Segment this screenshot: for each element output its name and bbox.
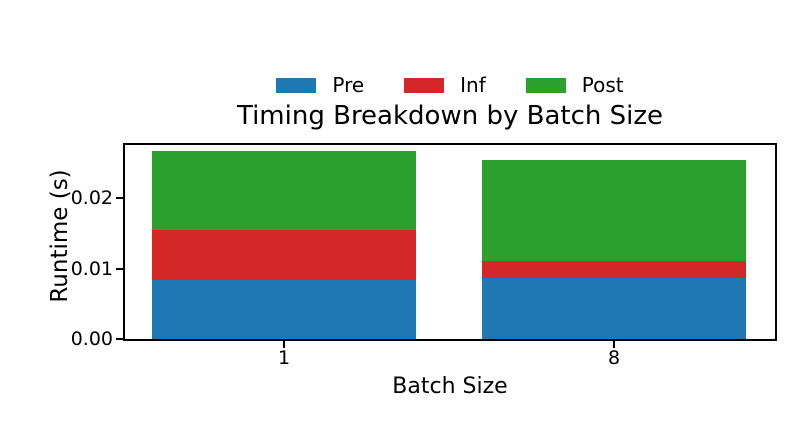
bar-segment-inf-batch1 — [152, 230, 416, 281]
legend: Pre Inf Post — [123, 74, 777, 96]
x-tick-label: 1 — [277, 347, 291, 369]
y-tick-label: 0.02 — [70, 186, 113, 209]
plot-area: 1 8 0.00 0.01 0.02 — [71, 143, 777, 369]
x-tick-mark — [613, 341, 615, 348]
x-axis-label: Batch Size — [392, 374, 508, 399]
bar-segment-pre-batch8 — [482, 278, 746, 339]
legend-swatch-icon — [404, 77, 445, 93]
x-tick-label: 8 — [607, 347, 621, 369]
legend-item-inf: Inf — [404, 74, 486, 96]
y-tick-label: 0.00 — [70, 328, 113, 350]
y-tick-mark — [116, 267, 123, 270]
bar-segment-post-batch8 — [482, 159, 746, 261]
y-tick-mark — [116, 338, 123, 340]
bar-segment-post-batch1 — [152, 151, 416, 231]
legend-swatch-icon — [276, 77, 317, 93]
y-axis-label: Runtime (s) — [47, 169, 73, 303]
chart-title: Timing Breakdown by Batch Size — [237, 101, 663, 131]
legend-item-post: Post — [525, 73, 624, 97]
bar-segment-pre-batch1 — [152, 280, 416, 339]
legend-label: Pre — [332, 73, 365, 97]
y-tick-label: 0.01 — [70, 257, 113, 280]
legend-swatch-icon — [525, 77, 566, 93]
x-tick-mark — [283, 341, 285, 348]
legend-label: Inf — [460, 73, 486, 97]
legend-item-pre: Pre — [276, 74, 364, 96]
y-tick-mark — [116, 196, 123, 199]
bar-segment-inf-batch8 — [482, 260, 746, 279]
legend-label: Post — [581, 73, 624, 97]
